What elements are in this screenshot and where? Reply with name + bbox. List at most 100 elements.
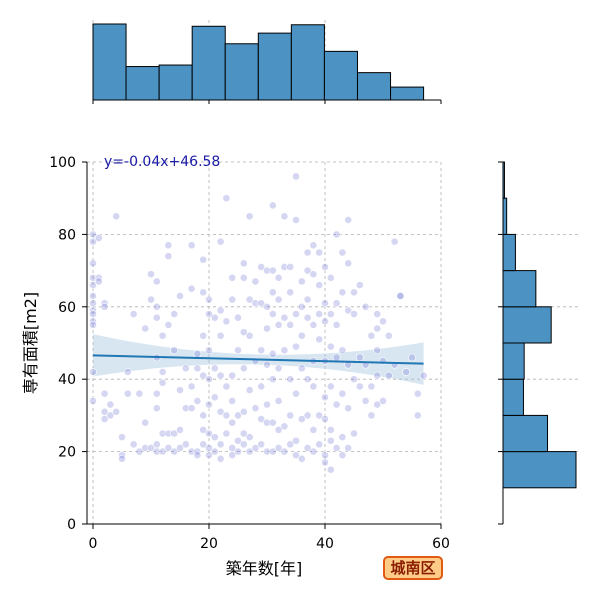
data-point	[268, 266, 277, 275]
data-point	[280, 313, 289, 322]
y-tick-label: 20	[58, 445, 76, 461]
data-point	[344, 216, 353, 224]
x-tick-label: 60	[432, 536, 450, 552]
data-point	[344, 404, 353, 413]
data-point	[344, 444, 353, 452]
data-point	[89, 281, 97, 289]
data-point	[332, 353, 341, 362]
data-point	[164, 444, 173, 452]
data-point	[344, 259, 353, 268]
data-point	[303, 375, 312, 384]
data-point	[228, 418, 237, 427]
data-point	[367, 382, 376, 391]
data-point	[210, 364, 219, 373]
top-hist-bar	[191, 25, 226, 101]
data-point	[350, 288, 358, 297]
data-point	[297, 454, 306, 463]
data-point	[239, 273, 248, 282]
data-point	[164, 320, 173, 329]
data-point	[216, 371, 225, 380]
data-point	[361, 302, 370, 311]
data-point	[94, 234, 103, 242]
right-hist-bar	[502, 197, 508, 235]
data-point	[297, 302, 306, 311]
data-point	[384, 331, 393, 340]
right-hist-bar	[502, 378, 524, 416]
data-point	[251, 404, 260, 413]
data-point	[187, 241, 196, 250]
data-point	[170, 429, 179, 438]
data-point	[350, 429, 358, 438]
data-point	[326, 382, 335, 391]
data-point	[274, 444, 283, 452]
data-point	[355, 353, 364, 362]
data-point	[158, 368, 167, 376]
right-hist-bar	[502, 342, 525, 380]
data-point	[332, 444, 341, 452]
data-point	[106, 400, 115, 409]
data-point	[297, 415, 306, 423]
data-point	[373, 371, 382, 380]
data-point	[332, 230, 341, 239]
data-point	[274, 364, 283, 373]
top-hist-bar	[323, 50, 358, 101]
data-point	[216, 306, 225, 315]
data-point	[152, 389, 161, 398]
data-point	[350, 375, 358, 384]
y-tick-label: 80	[58, 227, 76, 243]
data-point	[123, 389, 132, 398]
data-point	[263, 447, 271, 456]
data-point	[355, 382, 364, 391]
data-point	[245, 212, 254, 221]
data-point	[338, 389, 347, 398]
data-point	[170, 346, 179, 355]
data-point	[338, 451, 347, 460]
data-point	[321, 393, 329, 402]
data-point	[89, 237, 97, 246]
data-point	[141, 444, 150, 452]
data-point	[292, 310, 300, 318]
data-point	[297, 277, 306, 286]
top-hist-bar	[257, 32, 292, 101]
data-point	[152, 277, 161, 286]
data-point	[89, 320, 97, 329]
top-marginal-histogram	[92, 20, 425, 101]
data-point	[326, 436, 335, 445]
data-point	[216, 331, 225, 340]
data-point	[315, 248, 324, 257]
data-point	[216, 440, 225, 449]
data-point	[245, 295, 254, 304]
data-point	[89, 310, 97, 318]
data-point	[338, 248, 347, 257]
data-point	[274, 320, 283, 329]
data-point	[164, 252, 173, 261]
data-point	[193, 349, 202, 358]
data-point	[268, 310, 277, 318]
data-point	[228, 397, 237, 405]
data-point	[89, 299, 97, 308]
district-badge: 城南区	[383, 556, 443, 580]
main-ticks: 0 20 40 60 0 20 40 60 80 100	[49, 155, 450, 552]
data-point	[205, 429, 213, 438]
data-point	[234, 411, 242, 420]
data-point	[367, 411, 376, 420]
data-point	[292, 436, 300, 445]
data-point	[257, 415, 266, 423]
data-point	[303, 411, 312, 420]
data-point	[141, 418, 150, 427]
data-point	[338, 288, 347, 297]
data-point	[135, 389, 144, 398]
data-point	[216, 407, 225, 416]
data-point	[170, 310, 179, 318]
data-point	[373, 324, 382, 333]
y-tick-label: 60	[58, 300, 76, 316]
data-point	[89, 397, 97, 405]
data-point	[321, 299, 329, 308]
data-point	[245, 386, 254, 394]
top-hist-bar	[290, 24, 325, 101]
data-point	[263, 418, 271, 427]
data-point	[402, 368, 411, 376]
data-point	[257, 263, 266, 271]
data-point	[123, 368, 132, 376]
x-axis-title: 築年数[年]	[226, 559, 303, 578]
